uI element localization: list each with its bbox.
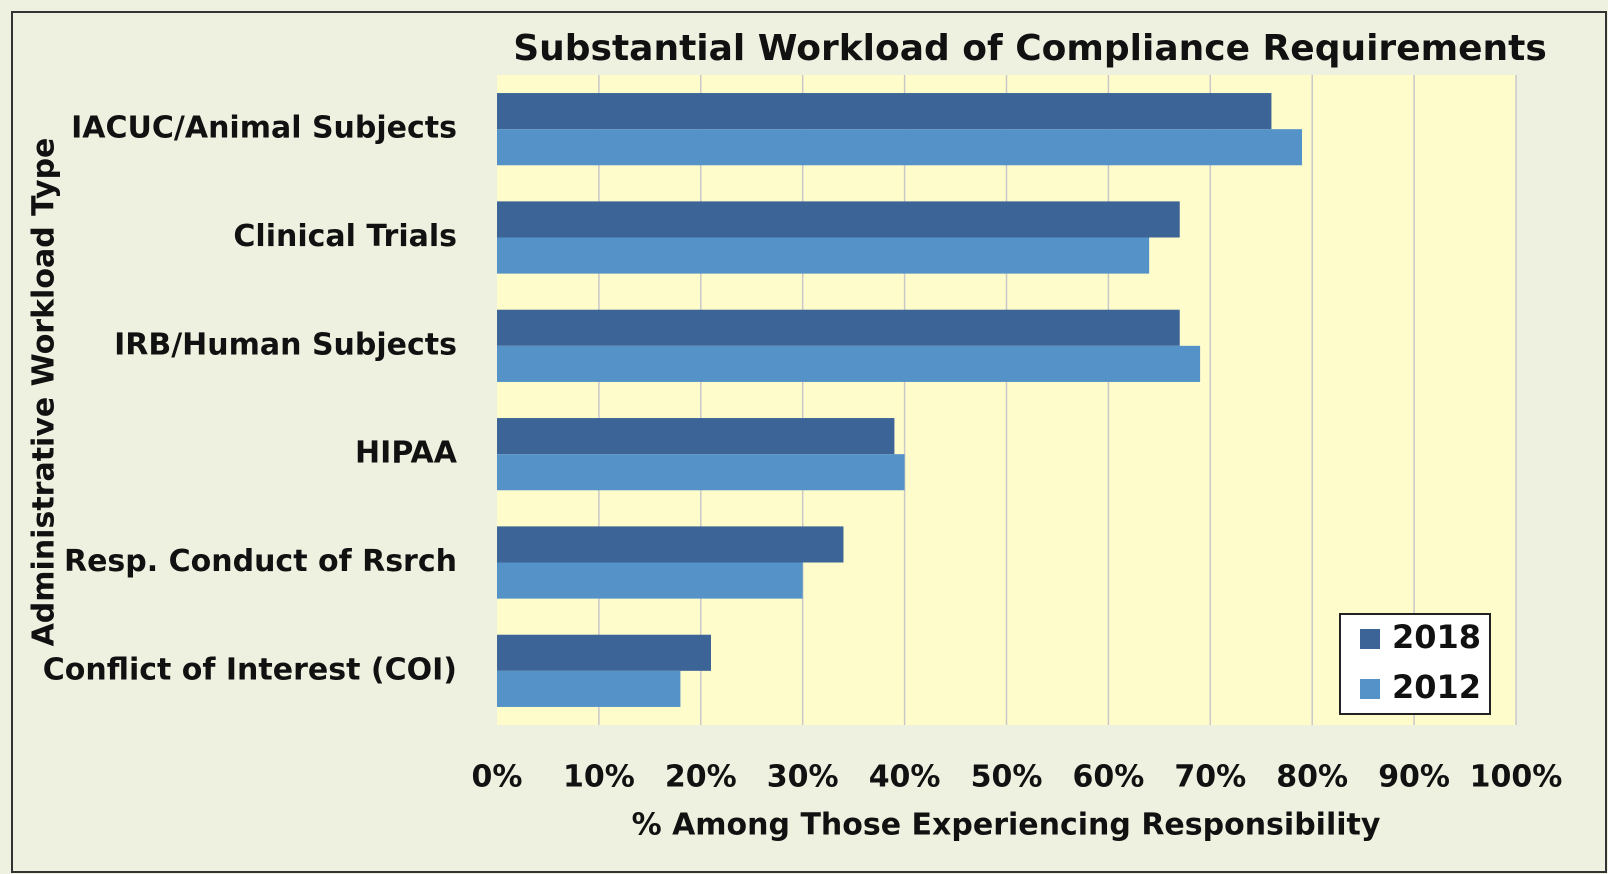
bar (497, 237, 1150, 274)
x-tick-label: 10% (563, 760, 635, 795)
bar (497, 526, 844, 563)
x-axis-title: % Among Those Experiencing Responsibilit… (632, 808, 1381, 843)
x-tick-label: 0% (472, 760, 523, 795)
bar (497, 634, 711, 671)
legend-swatch (1360, 679, 1380, 699)
bar (497, 562, 803, 599)
y-tick-label: Clinical Trials (233, 219, 457, 254)
x-tick-label: 40% (869, 760, 941, 795)
y-tick-label: IRB/Human Subjects (114, 327, 457, 362)
x-tick-label: 80% (1276, 760, 1348, 795)
legend-swatch (1360, 629, 1380, 649)
bar (497, 93, 1272, 130)
legend-label: 2018 (1392, 618, 1481, 656)
bar (497, 670, 681, 707)
bar (497, 418, 895, 455)
bar (497, 129, 1303, 166)
x-tick-label: 90% (1378, 760, 1450, 795)
y-axis-title: Administrative Workload Type (27, 138, 62, 647)
y-tick-label: HIPAA (355, 436, 458, 471)
chart-title: Substantial Workload of Compliance Requi… (513, 28, 1547, 69)
x-tick-label: 60% (1072, 760, 1144, 795)
x-tick-label: 30% (767, 760, 839, 795)
x-tick-label: 50% (971, 760, 1043, 795)
legend-label: 2012 (1392, 668, 1481, 706)
y-tick-label: Resp. Conduct of Rsrch (64, 544, 457, 579)
bar (497, 454, 905, 491)
x-tick-label: 70% (1174, 760, 1246, 795)
bar (497, 345, 1201, 382)
bar (497, 309, 1180, 346)
x-tick-label: 100% (1470, 760, 1563, 795)
y-tick-label: IACUC/Animal Subjects (71, 111, 457, 146)
y-tick-label: Conflict of Interest (COI) (43, 652, 457, 687)
x-tick-label: 20% (665, 760, 737, 795)
bar (497, 201, 1180, 238)
